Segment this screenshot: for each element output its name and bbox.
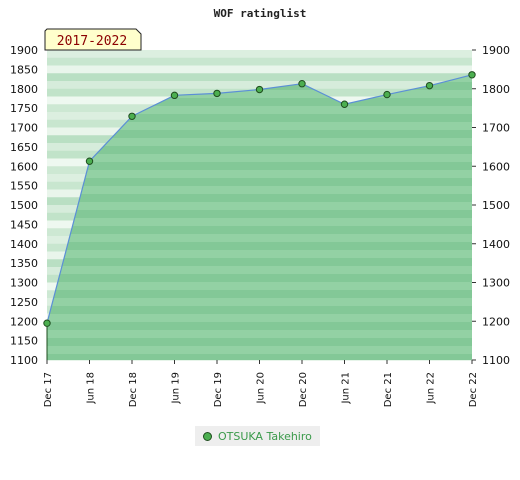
data-point [213, 89, 221, 98]
left-y-tick-label: 1350 [10, 257, 38, 270]
x-tick-label: Jun 19 [171, 372, 182, 405]
x-tick-label: Jun 22 [426, 372, 437, 405]
x-tick-label: Dec 18 [128, 372, 139, 407]
right-y-tick-label: 1200 [482, 315, 510, 328]
x-tick-label: Dec 20 [298, 372, 309, 407]
legend-series-label: OTSUKA Takehiro [218, 429, 312, 443]
period-badge-label: 2017-2022 [57, 34, 127, 49]
right-y-tick-label: 1700 [482, 122, 510, 135]
left-y-tick-label: 1150 [10, 335, 38, 348]
data-point [128, 112, 136, 120]
background-band [47, 50, 472, 59]
left-y-tick-label: 1500 [10, 199, 38, 212]
chart-title: WOF ratinglist [214, 7, 307, 20]
x-tick-label: Dec 22 [468, 372, 479, 407]
data-point [340, 100, 349, 108]
left-y-tick-label: 1200 [10, 315, 38, 328]
left-y-tick-label: 1850 [10, 63, 38, 76]
left-y-tick-label: 1700 [10, 122, 38, 135]
legend: OTSUKA Takehiro [195, 426, 320, 446]
legend-marker-icon [203, 431, 212, 441]
data-point [468, 71, 476, 79]
data-point [170, 91, 179, 100]
data-point [43, 319, 51, 327]
left-y-tick-label: 1550 [10, 180, 38, 193]
data-points [43, 71, 476, 327]
left-y-tick-label: 1800 [10, 83, 38, 96]
series-area [47, 74, 472, 361]
left-y-tick-label: 1650 [10, 141, 38, 154]
background-band [47, 73, 472, 82]
left-y-tick-label: 1450 [10, 218, 38, 231]
x-tick-label: Dec 17 [43, 372, 54, 407]
x-tick-label: Dec 21 [383, 372, 394, 407]
right-y-tick-label: 1400 [482, 238, 510, 251]
data-point [255, 85, 264, 94]
left-y-tick-label: 1300 [10, 277, 38, 290]
left-y-tick-label: 1600 [10, 160, 38, 173]
right-y-tick-label: 1800 [482, 83, 510, 96]
left-y-tick-label: 1900 [10, 44, 38, 57]
period-badge: 2017-2022 [44, 28, 142, 51]
right-y-tick-label: 1900 [482, 44, 510, 57]
right-y-tick-label: 1100 [482, 354, 510, 367]
left-y-tick-label: 1750 [10, 102, 38, 115]
right-y-tick-label: 1600 [482, 160, 510, 173]
left-y-tick-label: 1250 [10, 296, 38, 309]
x-tick-label: Jun 21 [341, 372, 352, 405]
x-tick-label: Dec 19 [213, 372, 224, 407]
data-point [298, 80, 306, 88]
left-y-tick-label: 1400 [10, 238, 38, 251]
axes: 1100 1150 1200 1250 1300 1350 1400 1450 1500 1550… [10, 44, 510, 407]
x-tick-label: Jun 18 [86, 372, 97, 405]
left-y-tick-label: 1100 [10, 354, 38, 367]
data-point [383, 90, 391, 99]
right-y-tick-label: 1300 [482, 277, 510, 290]
background-band [47, 81, 472, 90]
background-band [47, 57, 472, 66]
right-y-tick-label: 1500 [482, 199, 510, 212]
x-tick-label: Jun 20 [256, 372, 267, 405]
data-point [85, 157, 94, 165]
background-band [47, 65, 472, 74]
data-point [425, 81, 434, 90]
